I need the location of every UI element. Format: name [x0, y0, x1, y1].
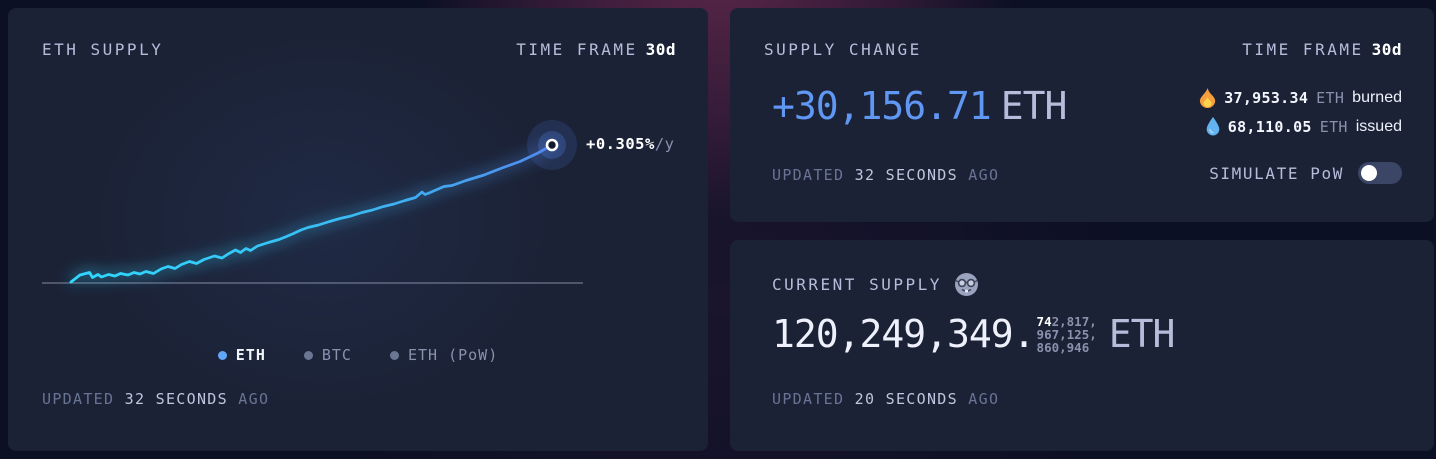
- burned-row: 37,953.34 ETH burned: [1199, 88, 1402, 108]
- updated-highlight: 32 SECONDS: [854, 166, 958, 184]
- updated-prefix: UPDATED: [772, 166, 855, 184]
- growth-rate-unit: /y: [654, 135, 675, 153]
- chart-legend: ETH BTC ETH (PoW): [8, 346, 708, 364]
- legend-dot-eth: [217, 350, 227, 360]
- simulate-pow-label: SIMULATE PoW: [1209, 163, 1344, 183]
- toggle-knob: [1361, 165, 1377, 181]
- burned-label: burned: [1352, 89, 1402, 106]
- current-supply-unit: ETH: [1108, 312, 1176, 356]
- issued-amount: 68,110.05: [1227, 117, 1312, 136]
- supply-decimal-stack: 742,817, 967,125, 860,946: [1037, 315, 1097, 354]
- decimal-line-2: 967,125,: [1036, 326, 1097, 342]
- updated-prefix: UPDATED: [772, 390, 855, 408]
- supply-change-header: SUPPLY CHANGE TIME FRAME 30d: [764, 40, 1402, 59]
- growth-rate-annotation: +0.305%/y: [586, 135, 675, 153]
- nerd-face-icon: [954, 272, 979, 297]
- decimal-line-3: 860,946: [1036, 339, 1090, 355]
- eth-supply-widget: ETH SUPPLY TIME FRAME 30d +0.305%/y ET: [8, 8, 708, 451]
- decimal-ticker-digits: 74: [1036, 313, 1052, 329]
- supply-change-title: SUPPLY CHANGE: [764, 40, 922, 59]
- updated-status-left: UPDATED 32 SECONDS AGO: [42, 390, 269, 408]
- burned-unit: ETH: [1316, 89, 1345, 107]
- endpoint-dot: [545, 138, 559, 152]
- current-supply-header: CURRENT SUPPLY: [772, 272, 979, 297]
- issued-unit: ETH: [1319, 117, 1348, 136]
- updated-highlight: 20 SECONDS: [854, 390, 958, 408]
- updated-suffix: AGO: [227, 390, 270, 408]
- legend-label-eth: ETH: [235, 346, 266, 364]
- eth-supply-header: ETH SUPPLY TIME FRAME 30d: [42, 40, 676, 59]
- supply-change-widget: SUPPLY CHANGE TIME FRAME 30d +30,156.71 ET…: [730, 8, 1434, 222]
- legend-item-btc[interactable]: BTC: [303, 346, 352, 364]
- simulate-pow-toggle[interactable]: [1358, 162, 1402, 184]
- supply-line: [69, 143, 554, 284]
- updated-prefix: UPDATED: [42, 390, 125, 408]
- timeframe-value[interactable]: 30d: [1371, 40, 1402, 59]
- current-supply-widget: CURRENT SUPPLY 120,249,349. 742,817, 967…: [730, 240, 1434, 451]
- supply-chart: [42, 120, 583, 285]
- burn-issue-breakdown: 37,953.34 ETH burned 68,110.05 ETH issue…: [1199, 88, 1402, 136]
- supply-change-unit: ETH: [1000, 84, 1068, 128]
- timeframe-label: TIME FRAME: [516, 40, 638, 59]
- supply-integer-part: 120,249,349.: [772, 312, 1036, 356]
- decimal-line-1-rest: 2,817,: [1051, 313, 1097, 329]
- updated-status-supply-change: UPDATED 32 SECONDS AGO: [772, 166, 999, 184]
- eth-supply-title: ETH SUPPLY: [42, 40, 164, 59]
- legend-label-eth-pow: ETH (PoW): [407, 346, 499, 364]
- issued-row: 68,110.05 ETH issued: [1199, 117, 1402, 136]
- decimal-line-1: 742,817,: [1037, 315, 1097, 328]
- legend-label-btc: BTC: [321, 346, 352, 364]
- burned-amount: 37,953.34: [1224, 89, 1309, 107]
- updated-suffix: AGO: [957, 166, 1000, 184]
- updated-highlight: 32 SECONDS: [124, 390, 228, 408]
- growth-rate-value: +0.305%: [586, 135, 655, 153]
- current-supply-amount: 120,249,349. 742,817, 967,125, 860,946 E…: [772, 312, 1176, 356]
- timeframe-label: TIME FRAME: [1242, 40, 1364, 59]
- timeframe-selector-left[interactable]: TIME FRAME 30d: [516, 40, 676, 59]
- supply-line-glow: [68, 141, 554, 285]
- legend-dot-btc: [303, 350, 313, 360]
- legend-dot-eth-pow: [389, 350, 399, 360]
- updated-suffix: AGO: [957, 390, 1000, 408]
- fire-icon: [1199, 88, 1216, 108]
- updated-status-current-supply: UPDATED 20 SECONDS AGO: [772, 390, 999, 408]
- timeframe-selector-right[interactable]: TIME FRAME 30d: [1242, 40, 1402, 59]
- timeframe-value[interactable]: 30d: [645, 40, 676, 59]
- supply-change-value: +30,156.71: [772, 84, 992, 128]
- simulate-pow-control: SIMULATE PoW: [1209, 162, 1402, 184]
- legend-item-eth[interactable]: ETH: [217, 346, 266, 364]
- supply-change-amount: +30,156.71 ETH: [772, 84, 1068, 128]
- issued-label: issued: [1355, 117, 1402, 135]
- droplet-icon: [1206, 117, 1220, 136]
- current-supply-title: CURRENT SUPPLY: [772, 275, 942, 294]
- legend-item-eth-pow[interactable]: ETH (PoW): [389, 346, 499, 364]
